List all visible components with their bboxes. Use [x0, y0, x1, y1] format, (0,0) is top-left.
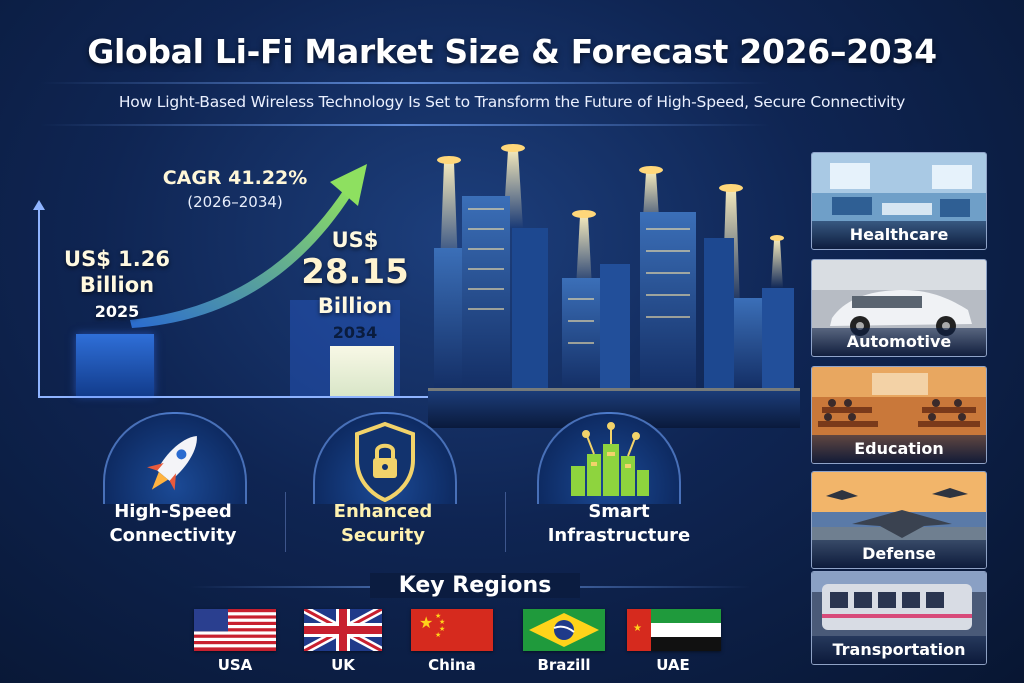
svg-text:★: ★ [633, 623, 642, 634]
feature-divider [285, 492, 286, 552]
end-value: 28.15 [301, 252, 409, 292]
china-flag-icon: ★ ★ ★ ★ ★ [411, 609, 493, 651]
brazil-flag-icon [523, 609, 605, 651]
svg-text:★: ★ [435, 612, 441, 620]
bar-2025 [76, 334, 154, 396]
panel-label: Education [812, 435, 986, 463]
region-label-brazil: Brazill [537, 656, 591, 674]
feature-badge-security [313, 412, 457, 504]
end-currency: US$ [331, 228, 379, 252]
panel-label: Healthcare [812, 221, 986, 249]
region-label-uk: UK [331, 656, 355, 674]
svg-text:★: ★ [439, 618, 445, 626]
region-label-uae: UAE [656, 656, 690, 674]
smart-city-icon [571, 422, 649, 496]
city-skyline-image [428, 144, 800, 428]
panel-transportation: Transportation [811, 571, 987, 665]
usa-flag-icon [194, 609, 276, 651]
feature-infrastructure: Smart Infrastructure [519, 500, 719, 548]
bar-2034 [330, 346, 394, 396]
feature-label-line2: Connectivity [109, 525, 237, 546]
panel-label: Automotive [812, 328, 986, 356]
panel-label: Defense [812, 540, 986, 568]
start-value-label: US$ 1.26 Billion [52, 246, 182, 298]
feature-divider [505, 492, 506, 552]
panel-defense: Defense [811, 471, 987, 569]
axis-arrow-icon [33, 200, 45, 210]
start-year: 2025 [94, 302, 140, 321]
feature-high-speed: High-Speed Connectivity [73, 500, 273, 548]
region-label-china: China [428, 656, 476, 674]
svg-text:★: ★ [435, 631, 441, 639]
lock-shield-icon [355, 421, 415, 503]
uk-flag-icon [304, 609, 382, 651]
panel-education: Education [811, 366, 987, 464]
rocket-icon [147, 435, 197, 491]
end-unit: Billion [317, 294, 393, 318]
uae-flag-icon: ★ [627, 609, 721, 651]
subtitle-divider [40, 124, 770, 126]
start-unit: Billion [79, 273, 155, 297]
feature-label-line1: Smart [588, 501, 650, 522]
feature-badge-high-speed [103, 412, 247, 504]
end-year: 2034 [332, 323, 378, 342]
feature-security: Enhanced Security [283, 500, 483, 548]
regions-title: Key Regions [370, 573, 580, 598]
cagr-value: CAGR 41.22% [162, 167, 308, 189]
start-value: US$ 1.26 [64, 247, 170, 271]
cagr-range: (2026–2034) [187, 193, 283, 211]
page-subtitle: How Light-Based Wireless Technology Is S… [118, 93, 906, 111]
panel-healthcare: Healthcare [811, 152, 987, 250]
feature-label-line1: Enhanced [333, 501, 433, 522]
region-label-usa: USA [217, 656, 253, 674]
panel-automotive: Automotive [811, 259, 987, 357]
panel-label: Transportation [812, 636, 986, 664]
feature-label-line2: Infrastructure [547, 525, 691, 546]
y-axis [38, 208, 40, 398]
svg-text:★: ★ [419, 613, 433, 632]
page-title: Global Li-Fi Market Size & Forecast 2026… [87, 32, 937, 71]
title-divider [40, 82, 770, 84]
svg-text:★: ★ [439, 625, 445, 633]
x-axis [38, 396, 448, 398]
growth-arrow-icon [130, 164, 367, 328]
feature-badge-infrastructure [537, 412, 681, 504]
feature-label-line2: Security [340, 525, 426, 546]
feature-label-line1: High-Speed [114, 501, 232, 522]
